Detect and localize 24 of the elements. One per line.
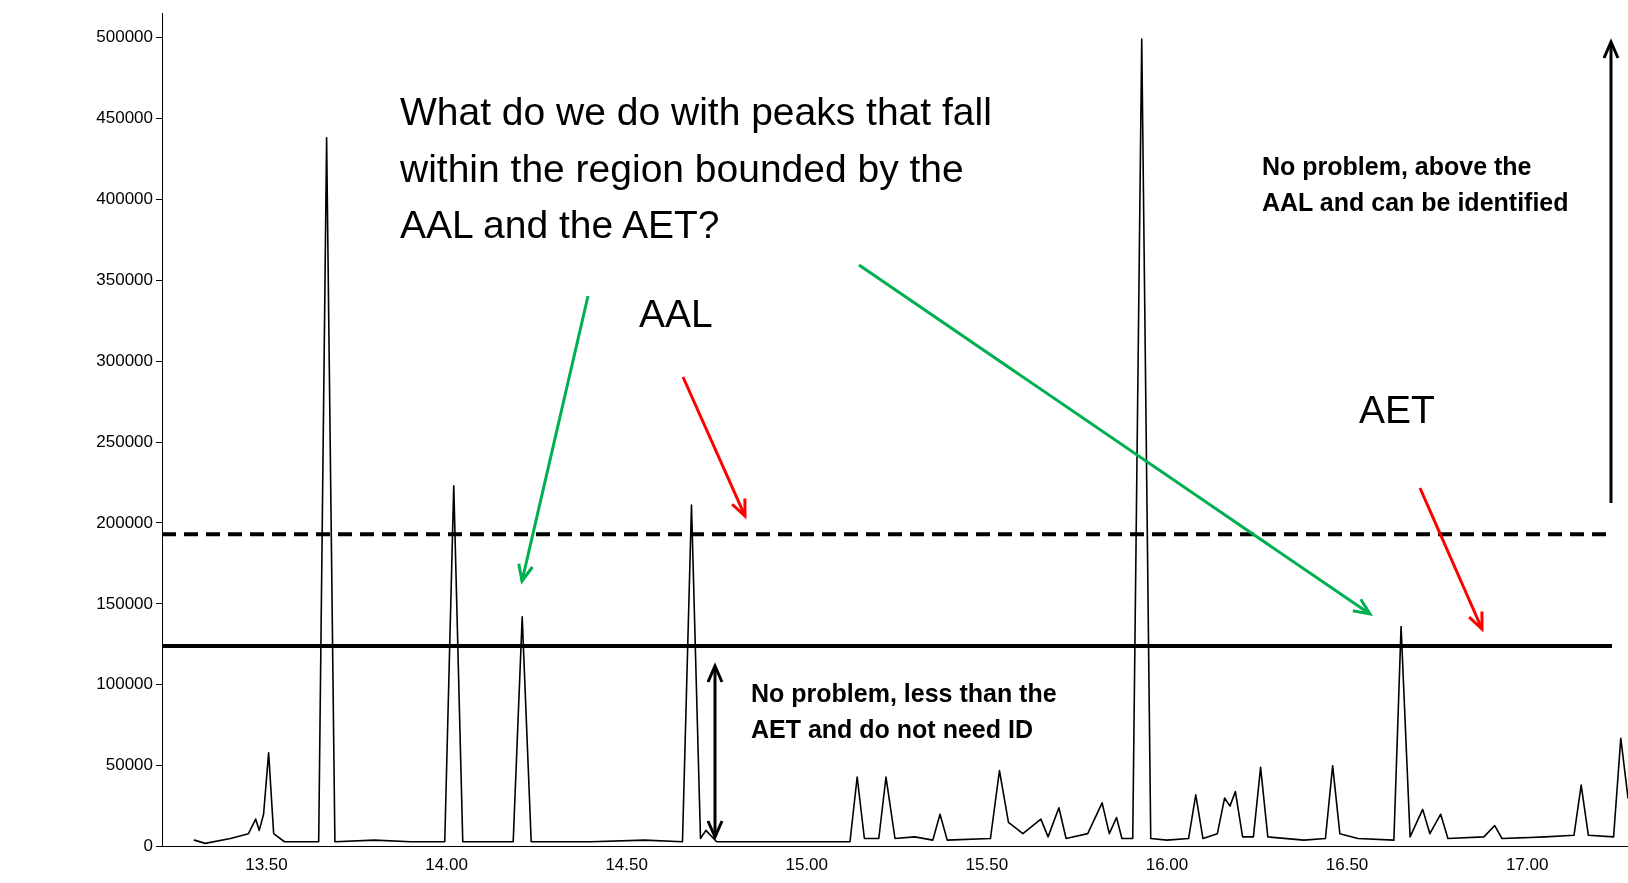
x-tick-label: 14.50 [605,855,648,875]
x-tick-label: 17.00 [1505,855,1549,875]
y-tick-label: 200000 [96,512,153,532]
annotation: AAL [639,291,714,337]
annotation: No problem, above the AAL and can be identified [1262,151,1570,219]
y-tick-label: 450000 [96,108,153,128]
y-tick-label: 400000 [96,188,153,208]
y-tick-label: 50000 [105,755,153,775]
x-tick-label: 14.00 [425,855,468,875]
y-tick-label: 350000 [96,269,153,289]
x-tick-label: 16.50 [1325,855,1369,875]
x-tick-label: 13.50 [245,855,288,875]
annotation: No problem, less than the AET and do not need ID [751,678,1058,746]
annotation: What do we do with peaks that fall within the region bounded by the AAL and the AET? [400,89,993,249]
y-tick-label: 150000 [96,593,153,613]
x-tick-label: 15.50 [965,855,1009,875]
y-tick-label: 0 [143,836,153,856]
y-tick-label: 100000 [96,674,153,694]
y-tick-label: 250000 [96,431,153,451]
annotation: AET [1359,387,1436,433]
x-tick-label: 16.00 [1145,855,1189,875]
y-tick-label: 500000 [96,27,153,47]
x-tick-label: 15.00 [785,855,829,875]
y-tick-label: 300000 [96,350,153,370]
